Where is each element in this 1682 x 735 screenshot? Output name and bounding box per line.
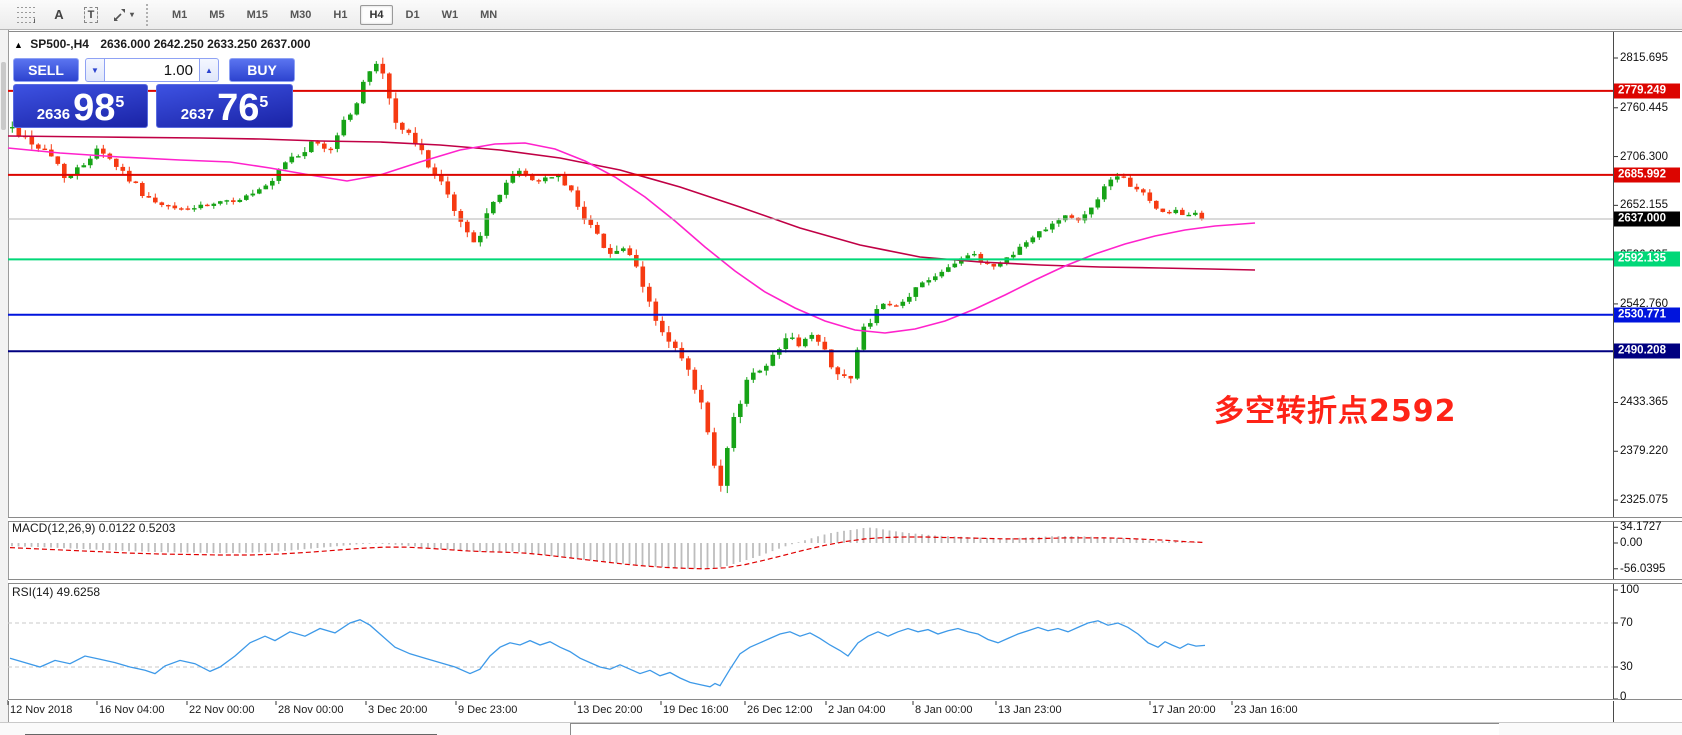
letter-a-icon: A	[54, 7, 64, 22]
sell-price-pips: 98	[73, 87, 116, 129]
price-badge: 2779.249	[1614, 83, 1680, 99]
bottom-strip	[0, 722, 1682, 735]
price-axis-label: 2706.300	[1620, 150, 1668, 163]
date-axis-label: 28 Nov 00:00	[278, 704, 344, 716]
chart-ohlc-values: 2636.000 2642.250 2633.250 2637.000	[100, 37, 311, 51]
chart-top-border	[8, 31, 1682, 32]
tf-button-h1[interactable]: H1	[333, 8, 348, 21]
left-gutter	[0, 30, 9, 735]
moving-averages	[7, 135, 1256, 334]
horizontal-level-lines	[8, 89, 1613, 353]
gutter-scrollbar-thumb[interactable]	[1, 62, 6, 130]
tf-button-m15[interactable]: M15	[246, 8, 268, 21]
price-badge: 2530.771	[1614, 307, 1680, 323]
macd-axis-label: -56.0395	[1620, 562, 1666, 575]
dropdown-caret-icon: ▾	[129, 10, 134, 19]
price-axis-label: 2542.760	[1620, 297, 1668, 310]
price-axis-label: 2433.365	[1620, 396, 1668, 409]
tf-button-m5[interactable]: M5	[209, 8, 225, 21]
symbol-marker-icon: ▲	[14, 40, 23, 50]
label-tool-icon[interactable]: A	[46, 3, 72, 27]
tf-button-d1[interactable]: D1	[405, 8, 420, 21]
chart-header: ▲ SP500-,H4 2636.000 2642.250 2633.250 2…	[14, 37, 311, 51]
tf-button-mn[interactable]: MN	[480, 8, 498, 21]
time-axis-separator	[8, 699, 1682, 701]
sell-price-pipette: 5	[115, 94, 125, 111]
rsi-axis-label: 0	[1620, 691, 1627, 703]
price-badge: 2637.000	[1614, 211, 1680, 227]
date-axis-label: 23 Jan 16:00	[1234, 704, 1298, 716]
date-axis-label: 9 Dec 23:00	[458, 704, 518, 716]
buy-price-integer: 2637	[180, 106, 215, 123]
macd-indicator-label: MACD(12,26,9) 0.0122 0.5203	[12, 521, 176, 535]
sell-price-quote[interactable]: 2636 98 5	[13, 84, 148, 128]
date-axis-label: 2 Jan 04:00	[828, 704, 886, 716]
date-axis-label: 26 Dec 12:00	[747, 704, 813, 716]
axis-ticks	[7, 57, 1618, 705]
date-axis-label: 19 Dec 16:00	[663, 704, 729, 716]
rsi-axis-label: 70	[1620, 617, 1633, 629]
buy-button[interactable]: BUY	[229, 58, 295, 82]
timeframe-group: M1 M5 M15 M30 H1 H4 D1 W1 MN	[161, 4, 508, 25]
rsi-axis-label: 30	[1620, 661, 1633, 673]
boxed-t-icon: T	[83, 6, 99, 23]
date-axis-label: 3 Dec 20:00	[368, 704, 428, 716]
date-axis-label: 13 Jan 23:00	[998, 704, 1062, 716]
price-axis-label: 2760.445	[1620, 101, 1668, 114]
tf-button-m1[interactable]: M1	[172, 8, 188, 21]
macd-panel-separator[interactable]	[8, 517, 1682, 522]
price-axis-label: 2325.075	[1620, 494, 1668, 507]
chart-text-annotation: 多空转折点2592	[1214, 394, 1457, 429]
price-axis-label: 2815.695	[1620, 52, 1668, 64]
sell-price-integer: 2636	[36, 106, 71, 123]
macd-panel	[9, 527, 1206, 570]
tf-button-w1[interactable]: W1	[441, 8, 459, 21]
textbox-tool-icon[interactable]: T	[78, 3, 104, 27]
sell-button[interactable]: SELL	[13, 58, 79, 82]
chart-symbol-period: SP500-,H4	[30, 37, 89, 51]
price-badge: 2490.208	[1614, 343, 1680, 359]
toolbar: F A T ▾ M1 M5 M15 M30 H1 H4 D1 W1 MN	[0, 0, 1682, 30]
rsi-axis-label: 100	[1620, 584, 1640, 596]
one-click-trade-panel: SELL ▼ ▲ BUY 2636 98 5 2637 76 5	[13, 58, 295, 128]
price-badge: 2592.135	[1614, 251, 1680, 267]
fibonacci-tool-icon[interactable]: F	[14, 3, 40, 27]
date-axis-label: 16 Nov 04:00	[99, 704, 165, 716]
fibonacci-grid-icon: F	[17, 6, 39, 27]
tf-button-h4[interactable]: H4	[360, 4, 393, 25]
toolbar-separator	[146, 3, 153, 26]
date-axis-label: 13 Dec 20:00	[577, 704, 643, 716]
date-axis-label: 12 Nov 2018	[10, 704, 73, 716]
date-axis-label: 17 Jan 20:00	[1152, 704, 1216, 716]
price-axis-label: 2652.155	[1620, 199, 1668, 212]
diagonal-arrows-icon	[113, 8, 125, 21]
buy-price-quote[interactable]: 2637 76 5	[156, 84, 293, 128]
volume-decrease-button[interactable]: ▼	[85, 58, 105, 82]
macd-axis-label: 0.00	[1620, 537, 1643, 549]
price-badge: 2685.992	[1614, 167, 1680, 183]
macd-axis-label: 34.1727	[1620, 521, 1662, 534]
rsi-indicator-label: RSI(14) 49.6258	[12, 585, 101, 599]
date-axis-label: 22 Nov 00:00	[189, 704, 255, 716]
arrow-styles-tool-icon[interactable]: ▾	[110, 3, 136, 27]
buy-price-pipette: 5	[259, 94, 269, 111]
price-axis-border	[1613, 32, 1614, 722]
rsi-panel-separator[interactable]	[8, 579, 1682, 584]
buy-price-pips: 76	[217, 87, 260, 129]
price-axis-label: 2379.220	[1620, 445, 1668, 458]
volume-input[interactable]	[105, 58, 199, 82]
docked-panel-edge	[570, 723, 1499, 735]
tf-button-m30[interactable]: M30	[289, 8, 312, 21]
rsi-panel	[8, 618, 1613, 688]
volume-increase-button[interactable]: ▲	[199, 58, 219, 82]
date-axis-label: 8 Jan 00:00	[915, 704, 973, 716]
